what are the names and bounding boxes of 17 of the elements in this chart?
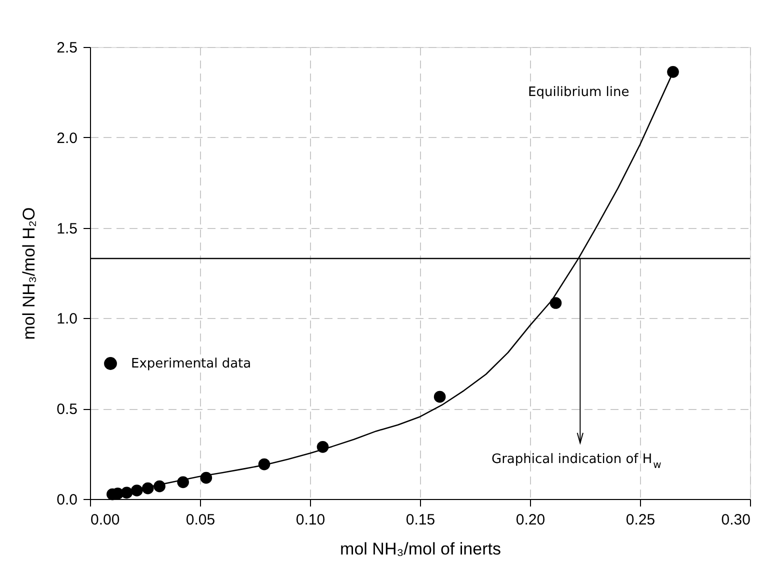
y-tick-label: 2.5 [56,40,78,56]
x-axis-title: mol NH₃/mol of inerts [340,540,501,558]
x-tick-label: 0.25 [626,512,656,528]
x-tick-label: 0.10 [296,512,326,528]
y-tick-label: 1.5 [56,220,78,238]
annotation: Equilibrium line [528,85,630,100]
y-tick-label: 0.5 [56,401,78,418]
x-tick-label: 0.15 [406,512,436,528]
y-tick-label: 0.0 [56,492,78,508]
x-tick-label: 0.00 [90,512,120,528]
legend-label: Experimental data [131,356,252,372]
x-tick-label: 0.30 [721,512,750,528]
x-tick-label: 0.05 [186,512,216,528]
y-tick-label: 2.0 [56,130,78,147]
y-axis-title: mol NH₃/mol H₂O [20,207,39,340]
x-tick-label: 0.20 [516,512,546,528]
y-tick-label: 1.0 [56,310,78,328]
